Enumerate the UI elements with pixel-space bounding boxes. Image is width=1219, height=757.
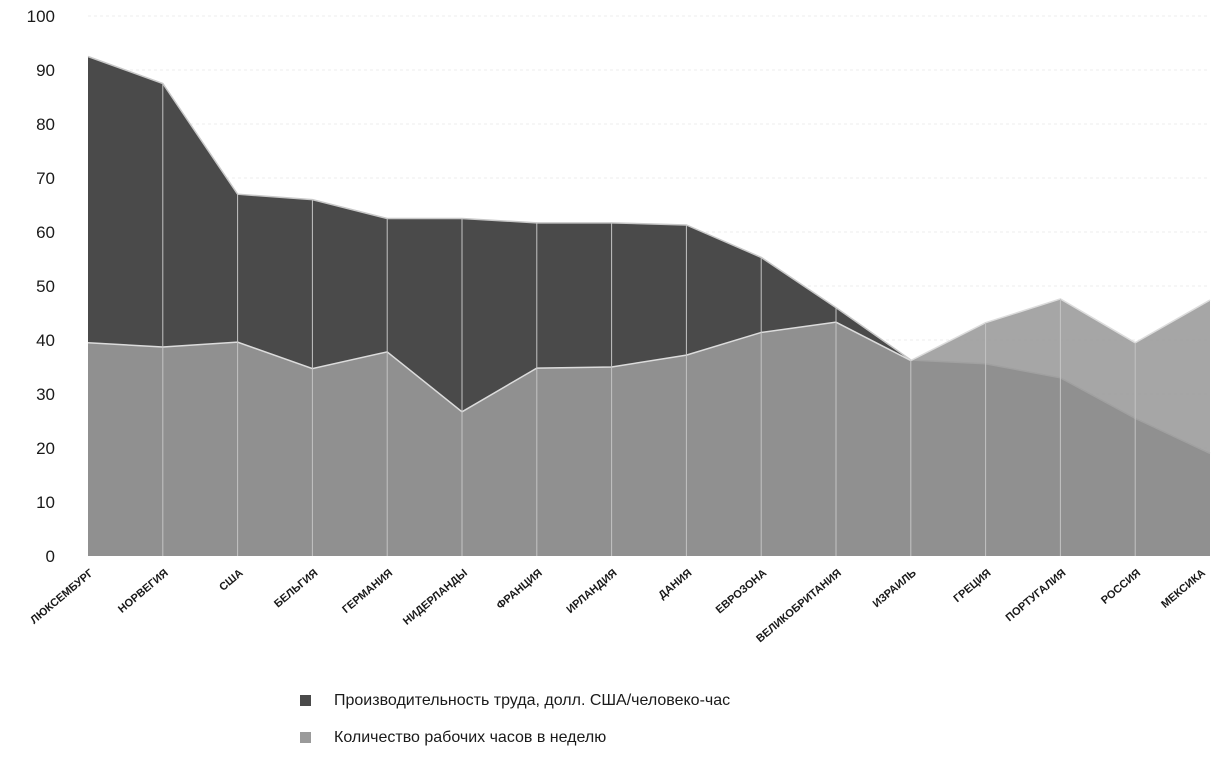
category-separators	[162, 83, 1136, 556]
x-tick-label: ГРЕЦИЯ	[952, 567, 994, 605]
x-tick-label: ГЕРМАНИЯ	[340, 567, 395, 616]
legend-swatch	[300, 695, 311, 706]
x-tick-label: ЛЮКСЕМБУРГ	[28, 567, 96, 627]
y-tick-label: 90	[36, 61, 55, 80]
x-tick-label: ФРАНЦИЯ	[494, 567, 544, 612]
y-tick-label: 40	[36, 331, 55, 350]
y-tick-label: 0	[46, 547, 55, 566]
x-tick-label: ИЗРАИЛЬ	[871, 567, 919, 610]
y-tick-label: 30	[36, 385, 55, 404]
x-tick-label: МЕКСИКА	[1159, 567, 1208, 611]
chart-areas	[87, 55, 1211, 556]
y-tick-label: 50	[36, 277, 55, 296]
x-tick-label: ДАНИЯ	[656, 567, 694, 602]
x-tick-label: ИРЛАНДИЯ	[564, 567, 619, 616]
y-axis: 0 10 20 30 40 50 60 70 80 90 100	[27, 7, 55, 566]
x-tick-label: ПОРТУГАЛИЯ	[1004, 567, 1069, 624]
y-tick-label: 10	[36, 493, 55, 512]
x-tick-label: ВЕЛИКОБРИТАНИЯ	[754, 567, 844, 645]
x-tick-label: США	[217, 567, 245, 594]
series-line-2	[87, 298, 1211, 413]
x-tick-label: НОРВЕГИЯ	[116, 567, 171, 616]
y-tick-label: 100	[27, 7, 55, 26]
x-tick-label: НИДЕРЛАНДЫ	[401, 567, 470, 628]
y-tick-label: 20	[36, 439, 55, 458]
x-tick-label: БЕЛЬГИЯ	[272, 567, 320, 610]
y-tick-label: 80	[36, 115, 55, 134]
legend-swatch	[300, 732, 311, 743]
y-tick-label: 70	[36, 169, 55, 188]
x-axis: ЛЮКСЕМБУРГ НОРВЕГИЯ США БЕЛЬГИЯ ГЕРМАНИЯ НИДЕ…	[28, 567, 1208, 646]
x-tick-label: ЕВРОЗОНА	[714, 567, 769, 616]
x-tick-label: РОССИЯ	[1099, 567, 1143, 607]
series-area-2	[88, 298, 1210, 556]
y-tick-label: 60	[36, 223, 55, 242]
legend: Производительность труда, долл. США/чело…	[300, 692, 730, 746]
legend-label: Производительность труда, долл. США/чело…	[334, 692, 730, 709]
legend-label: Количество рабочих часов в неделю	[334, 729, 606, 746]
